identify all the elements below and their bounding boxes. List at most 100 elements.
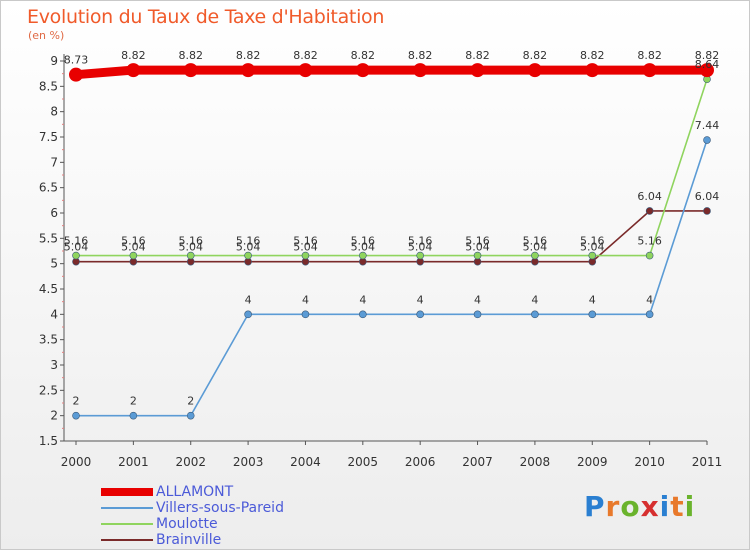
data-label: 8.82 (465, 49, 490, 62)
data-label: 2 (187, 395, 194, 408)
data-point (700, 63, 714, 78)
data-label: 5.16 (64, 235, 89, 248)
data-label: 8.82 (121, 49, 146, 62)
data-label: 8.82 (580, 49, 605, 62)
data-label: 6.04 (637, 190, 662, 203)
data-label: 6.04 (695, 190, 720, 203)
y-tick-label: 9 (50, 54, 58, 68)
data-point (645, 207, 654, 215)
x-tick-label: 2000 (61, 455, 92, 469)
data-point (642, 63, 657, 78)
x-tick-label: 2003 (233, 455, 264, 469)
x-tick-label: 2011 (692, 455, 723, 469)
data-point (531, 251, 539, 260)
x-tick-label: 2005 (348, 455, 379, 469)
y-tick-label: 1.5 (39, 434, 58, 448)
data-label: 4 (359, 293, 366, 306)
data-point (645, 251, 654, 260)
data-label: 5.16 (236, 235, 261, 248)
data-label: 2 (73, 395, 80, 408)
data-point (703, 136, 711, 144)
data-point (129, 411, 138, 420)
x-tick-label: 2002 (175, 455, 206, 469)
legend-label: Villers-sous-Pareid (156, 500, 284, 516)
data-label: 4 (589, 293, 596, 306)
data-label: 5.04 (293, 241, 318, 254)
series-line-brainville (76, 210, 707, 263)
data-point (359, 310, 367, 319)
data-point (585, 63, 600, 78)
y-tick-label: 5.5 (39, 231, 58, 245)
data-point (186, 251, 195, 260)
series-line-allamont (75, 65, 707, 80)
logo-letter: r (605, 490, 621, 523)
data-label: 5.16 (351, 235, 376, 248)
y-tick-label: 2.5 (39, 383, 58, 397)
legend-item: Brainville (101, 532, 284, 548)
data-label: 8.73 (64, 54, 89, 67)
data-point (703, 207, 711, 215)
legend-label: ALLAMONT (156, 484, 234, 500)
data-label: 8.82 (236, 49, 261, 62)
data-point (298, 63, 313, 78)
legend-swatch (101, 523, 153, 525)
data-label: 4 (302, 293, 309, 306)
logo-letter: P (584, 490, 606, 523)
series-line-villers-sous-pareid (76, 139, 708, 417)
y-tick-label: 3 (50, 358, 58, 372)
data-point (588, 251, 597, 260)
data-label: 7.44 (695, 119, 720, 132)
data-label: 5.16 (408, 235, 433, 248)
data-label: 5.16 (523, 235, 548, 248)
x-tick-label: 2010 (634, 455, 665, 469)
data-point (186, 411, 195, 420)
data-point (126, 63, 141, 78)
data-label: 5.04 (64, 241, 89, 254)
data-label: 5.04 (178, 241, 203, 254)
chart-subtitle: (en %) (28, 29, 65, 42)
y-tick-label: 6 (50, 206, 58, 220)
y-tick-label: 6.5 (39, 181, 58, 195)
chart-title: Evolution du Taux de Taxe d'Habitation (27, 6, 385, 28)
data-label: 8.82 (637, 49, 662, 62)
data-label: 5.16 (580, 235, 605, 248)
data-point (413, 63, 428, 78)
series-line-moulotte (76, 78, 708, 257)
data-label: 5.04 (580, 241, 605, 254)
legend-swatch (101, 507, 153, 509)
data-point (244, 310, 252, 319)
data-point (244, 251, 252, 260)
data-label: 5.04 (408, 241, 433, 254)
data-point (129, 251, 138, 260)
logo-letter: t (670, 490, 685, 523)
logo-letter: o (620, 490, 641, 523)
data-label: 8.82 (408, 49, 433, 62)
data-label: 8.82 (178, 49, 203, 62)
legend-item: ALLAMONT (101, 484, 284, 500)
data-label: 5.16 (637, 235, 662, 248)
data-label: 8.64 (695, 58, 720, 71)
x-tick-label: 2001 (118, 455, 149, 469)
data-label: 5.04 (236, 241, 261, 254)
data-point (473, 251, 482, 260)
data-label: 5.16 (121, 235, 146, 248)
y-tick-label: 3.5 (39, 333, 58, 347)
proxiti-logo: Proxiti (584, 490, 695, 523)
data-point (645, 310, 654, 319)
data-point (241, 63, 256, 78)
logo-letter: i (659, 490, 671, 523)
data-point (473, 310, 482, 319)
data-point (588, 310, 597, 319)
legend-swatch (101, 488, 153, 496)
data-label: 8.82 (695, 49, 720, 62)
y-tick-label: 2 (50, 409, 58, 423)
data-label: 4 (646, 293, 653, 306)
legend-item: Moulotte (101, 516, 284, 532)
legend: ALLAMONT Villers-sous-Pareid Moulotte Brain… (101, 484, 284, 548)
data-point (416, 251, 424, 260)
legend-swatch (101, 539, 153, 541)
data-label: 5.04 (465, 241, 490, 254)
y-tick-label: 7 (50, 155, 58, 169)
